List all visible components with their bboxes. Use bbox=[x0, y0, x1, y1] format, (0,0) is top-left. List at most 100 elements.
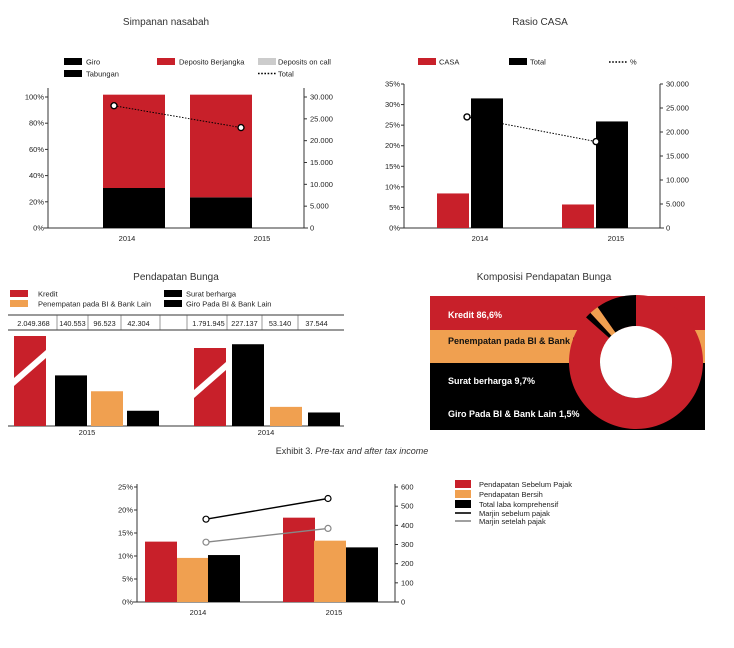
komposisi-title: Komposisi Pendapatan Bunga bbox=[477, 272, 612, 283]
percent-point bbox=[592, 137, 600, 146]
value-cell: 53.140 bbox=[269, 319, 291, 328]
tick-label: 25% bbox=[385, 121, 400, 130]
value-table-cells: 2.049.368 140.553 96.523 42.304 1.791.945 227… bbox=[17, 315, 328, 330]
simpanan-right-ticks: 0 5.000 10.000 15.000 20.000 25.000 30.000 bbox=[304, 93, 333, 233]
komposisi-chart: Komposisi Pendapatan Bunga Kredit 86,6% P… bbox=[430, 272, 705, 430]
exhibit-caption-title: Pre-tax and after tax income bbox=[315, 446, 428, 456]
bar-deposito-berjangka bbox=[103, 94, 165, 188]
tick-label: 10% bbox=[385, 182, 400, 191]
margin-point bbox=[202, 515, 210, 523]
legend-swatch-deposito bbox=[157, 58, 175, 65]
tick-label: 200 bbox=[401, 559, 414, 568]
legend-label-percent: % bbox=[630, 58, 637, 67]
tick-label: 25.000 bbox=[310, 114, 333, 123]
panel-label-penempatan: Penempatan pada BI & Bank Lain 2,2% bbox=[448, 336, 614, 346]
legend-label-komprehensif: Total laba komprehensif bbox=[479, 500, 559, 509]
tick-label: 5.000 bbox=[310, 202, 329, 211]
bar-pendapatan-sebelum-pajak bbox=[145, 541, 177, 602]
legend-swatch-casa bbox=[418, 58, 436, 65]
pretax-right-ticks: 0 100 200 300 400 500 600 bbox=[395, 483, 414, 607]
tick-label: 15.000 bbox=[310, 158, 333, 167]
exhibit-caption-prefix: Exhibit 3. bbox=[276, 446, 313, 456]
value-cell: 37.544 bbox=[305, 319, 327, 328]
simpanan-category-labels: 2014 2015 bbox=[119, 234, 271, 243]
tick-label: 30.000 bbox=[310, 93, 333, 102]
bar-casa bbox=[437, 193, 469, 228]
pendapatan-bars bbox=[14, 336, 340, 426]
tick-label: 0 bbox=[310, 224, 314, 233]
category-label: 2014 bbox=[119, 234, 136, 243]
pretax-legend: Pendapatan Sebelum Pajak Pendapatan Bers… bbox=[455, 480, 572, 526]
tick-label: 10.000 bbox=[310, 180, 333, 189]
panel-label-giro: Giro Pada BI & Bank Lain 1,5% bbox=[448, 409, 580, 419]
tick-label: 600 bbox=[401, 483, 414, 492]
tick-label: 100% bbox=[25, 93, 45, 102]
casa-chart: Rasio CASA CASA Total % 0% 5% 10% 15% 20% 25%… bbox=[385, 17, 689, 243]
value-cell: 42.304 bbox=[127, 319, 149, 328]
tick-label: 20.000 bbox=[666, 128, 689, 137]
pretax-bars bbox=[145, 517, 378, 602]
total-point bbox=[110, 102, 118, 110]
casa-bars bbox=[437, 98, 628, 229]
tick-label: 0% bbox=[122, 598, 133, 607]
legend-label-casa-total: Total bbox=[530, 58, 546, 67]
simpanan-chart: Simpanan nasabah Giro Deposito Berjangka… bbox=[25, 17, 333, 243]
tick-label: 25% bbox=[118, 483, 133, 492]
category-label: 2014 bbox=[472, 234, 489, 243]
value-cell: 96.523 bbox=[93, 319, 115, 328]
simpanan-bars bbox=[103, 94, 252, 228]
legend-label-giro: Giro bbox=[86, 58, 100, 67]
legend-swatch-sebelum-pajak bbox=[455, 480, 471, 488]
exhibit-caption: Exhibit 3. Pre-tax and after tax income bbox=[276, 446, 429, 456]
legend-swatch-kredit bbox=[10, 290, 28, 297]
donut-hole bbox=[600, 326, 672, 398]
tick-label: 0 bbox=[666, 224, 670, 233]
legend-swatch-surat-berharga bbox=[164, 290, 182, 297]
bar-total bbox=[471, 98, 503, 229]
bar-giro-pada-bi-bank-lain bbox=[127, 410, 159, 426]
tick-label: 0 bbox=[401, 598, 405, 607]
legend-label-bersih: Pendapatan Bersih bbox=[479, 490, 543, 499]
bar-penempatan-pada-bi-bank-lain bbox=[270, 406, 302, 426]
tick-label: 20% bbox=[29, 197, 44, 206]
pendapatan-title: Pendapatan Bunga bbox=[133, 272, 219, 283]
pretax-chart: 0% 5% 10% 15% 20% 25% 0 100 200 300 400 500 600 201… bbox=[118, 480, 572, 617]
tick-label: 20.000 bbox=[310, 136, 333, 145]
margin-line bbox=[205, 497, 329, 520]
category-label: 2015 bbox=[326, 608, 343, 617]
legend-swatch-tabungan bbox=[64, 70, 82, 77]
legend-label-marjin-setelah: Marjin setelah pajak bbox=[479, 517, 546, 526]
donut-slice bbox=[586, 312, 612, 339]
tick-label: 20% bbox=[118, 506, 133, 515]
bar-total bbox=[596, 121, 628, 228]
tick-label: 5% bbox=[122, 575, 133, 584]
simpanan-axes bbox=[44, 88, 308, 229]
pendapatan-value-table: 2.049.368 140.553 96.523 42.304 1.791.945 227… bbox=[8, 314, 344, 331]
bar-giro bbox=[103, 188, 165, 228]
tick-label: 30.000 bbox=[666, 80, 689, 89]
casa-left-ticks: 0% 5% 10% 15% 20% 25% 30% 35% bbox=[385, 80, 404, 233]
tick-label: 300 bbox=[401, 540, 414, 549]
casa-percent-line bbox=[463, 113, 600, 146]
bar-total-laba-komprehensif bbox=[208, 555, 240, 602]
percent-point bbox=[463, 113, 471, 121]
simpanan-title: Simpanan nasabah bbox=[123, 17, 209, 28]
komposisi-donut bbox=[569, 295, 703, 429]
panel-label-kredit: Kredit 86,6% bbox=[448, 310, 502, 320]
value-cell: 227.137 bbox=[231, 319, 257, 328]
tick-label: 10.000 bbox=[666, 176, 689, 185]
simpanan-total-line bbox=[110, 102, 245, 132]
margin-point bbox=[324, 524, 332, 533]
value-cell: 140.553 bbox=[59, 319, 85, 328]
donut-slice bbox=[590, 307, 616, 336]
legend-swatch-komprehensif bbox=[455, 500, 471, 508]
category-label: 2015 bbox=[79, 428, 96, 437]
bar-surat-berharga bbox=[55, 375, 87, 426]
legend-label-surat-berharga: Surat berharga bbox=[186, 290, 237, 299]
tick-label: 5.000 bbox=[666, 200, 685, 209]
category-label: 2014 bbox=[190, 608, 207, 617]
tick-label: 35% bbox=[385, 80, 400, 89]
tick-label: 15% bbox=[385, 162, 400, 171]
legend-swatch-casa-total bbox=[509, 58, 527, 65]
bar-total-laba-komprehensif bbox=[346, 547, 378, 602]
